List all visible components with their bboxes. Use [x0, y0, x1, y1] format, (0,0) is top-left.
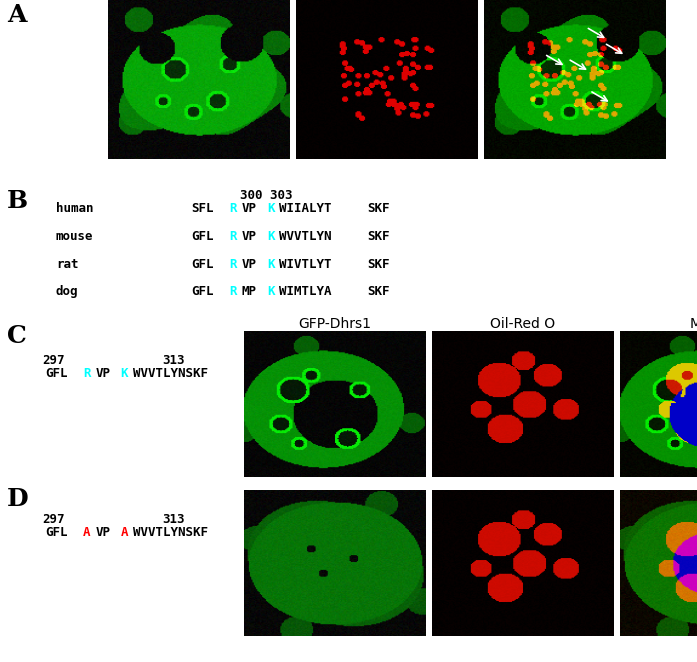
Text: WVVTLYNSKF: WVVTLYNSKF — [133, 526, 208, 540]
Text: K: K — [121, 367, 128, 381]
Text: GFL: GFL — [45, 526, 68, 540]
Title: Merge: Merge — [689, 317, 697, 331]
Text: B: B — [7, 189, 28, 213]
Text: SFL: SFL — [192, 202, 214, 215]
Text: WVVTLYN: WVVTLYN — [279, 230, 332, 243]
Text: A: A — [7, 3, 26, 27]
Text: WIMTLYA: WIMTLYA — [279, 285, 332, 299]
Text: 297: 297 — [42, 513, 64, 526]
Text: K: K — [267, 258, 275, 271]
Text: WIVTLYT: WIVTLYT — [279, 258, 332, 271]
Text: 313: 313 — [162, 513, 185, 526]
Text: D: D — [7, 487, 29, 510]
Text: GFL: GFL — [45, 367, 68, 381]
Text: K: K — [267, 285, 275, 299]
Text: A: A — [121, 526, 128, 540]
Text: R: R — [83, 367, 91, 381]
Text: VP: VP — [242, 258, 257, 271]
Text: A: A — [83, 526, 91, 540]
Text: SKF: SKF — [367, 258, 390, 271]
Text: GFL: GFL — [192, 258, 214, 271]
Text: K: K — [267, 202, 275, 215]
Title: Oil-Red O: Oil-Red O — [490, 317, 556, 331]
Text: GFL: GFL — [192, 230, 214, 243]
Text: SKF: SKF — [367, 230, 390, 243]
Title: GFP-Dhrs1: GFP-Dhrs1 — [298, 317, 371, 331]
Text: R: R — [229, 230, 237, 243]
Text: 300 303: 300 303 — [240, 189, 293, 202]
Text: VP: VP — [242, 202, 257, 215]
Text: R: R — [229, 258, 237, 271]
Text: R: R — [229, 202, 237, 215]
Text: rat: rat — [56, 258, 78, 271]
Text: WIIALYT: WIIALYT — [279, 202, 332, 215]
Text: human: human — [56, 202, 93, 215]
Text: SKF: SKF — [367, 202, 390, 215]
Text: WVVTLYNSKF: WVVTLYNSKF — [133, 367, 208, 381]
Text: K: K — [267, 230, 275, 243]
Text: 313: 313 — [162, 354, 185, 367]
Text: VP: VP — [95, 367, 111, 381]
Text: dog: dog — [56, 285, 78, 299]
Text: mouse: mouse — [56, 230, 93, 243]
Text: 297: 297 — [42, 354, 64, 367]
Text: GFL: GFL — [192, 285, 214, 299]
Text: SKF: SKF — [367, 285, 390, 299]
Text: C: C — [7, 324, 27, 348]
Text: VP: VP — [95, 526, 111, 540]
Text: R: R — [229, 285, 237, 299]
Text: VP: VP — [242, 230, 257, 243]
Text: MP: MP — [242, 285, 257, 299]
